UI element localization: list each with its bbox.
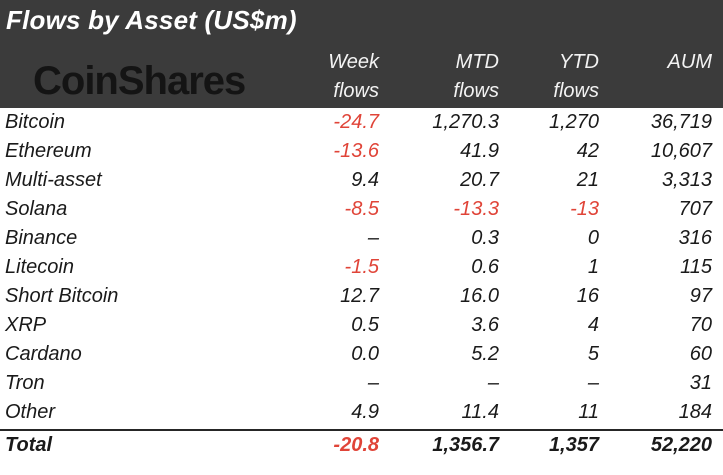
mtd-flows-value: 3.6: [471, 314, 499, 336]
ytd-flows-value: 1,357: [548, 434, 599, 456]
week-flows-value: 12.7: [340, 285, 379, 307]
asset-name: Other: [5, 401, 56, 423]
week-flows-value: –: [367, 227, 379, 249]
mtd-flows-value: -13.3: [453, 198, 499, 220]
mtd-flows-value: 20.7: [460, 169, 499, 191]
asset-name: Solana: [5, 198, 68, 220]
table-row: Bitcoin -24.7 1,270.3 1,270 36,719: [0, 108, 723, 137]
asset-name: Binance: [5, 227, 78, 249]
table-row: Other 4.9 11.4 11 184: [0, 398, 723, 427]
table-row: Short Bitcoin 12.7 16.0 16 97: [0, 282, 723, 311]
mtd-flows-value: 16.0: [460, 285, 499, 307]
table-row: Ethereum -13.6 41.9 42 10,607: [0, 137, 723, 166]
table-header: Flows by Asset (US$m) CoinShares Week fl…: [0, 0, 723, 108]
aum-value: 707: [678, 198, 712, 220]
table-body: Bitcoin -24.7 1,270.3 1,270 36,719 Ethereum -1…: [0, 108, 723, 462]
coinshares-logo: CoinShares: [33, 59, 246, 103]
ytd-flows-value: 5: [587, 343, 599, 365]
asset-name: Short Bitcoin: [5, 285, 119, 307]
mtd-flows-value: 1,356.7: [432, 434, 499, 456]
ytd-flows-value: 4: [587, 314, 599, 336]
aum-value: 31: [689, 372, 712, 394]
mtd-flows-value: 0.3: [471, 227, 499, 249]
aum-value: 316: [678, 227, 712, 249]
ytd-flows-value: 1,270: [548, 111, 599, 133]
asset-name: Multi-asset: [5, 169, 102, 191]
ytd-flows-value: 0: [587, 227, 599, 249]
mtd-flows-value: 41.9: [460, 140, 499, 162]
mtd-flows-value: –: [487, 372, 499, 394]
column-header-aum: AUM: [667, 51, 712, 73]
aum-value: 70: [689, 314, 712, 336]
table-row: Multi-asset 9.4 20.7 21 3,313: [0, 166, 723, 195]
ytd-flows-value: 21: [576, 169, 599, 191]
table-row: Litecoin -1.5 0.6 1 115: [0, 253, 723, 282]
asset-name: Litecoin: [5, 256, 74, 278]
mtd-flows-value: 1,270.3: [432, 111, 499, 133]
aum-value: 97: [689, 285, 712, 307]
aum-value: 184: [678, 401, 712, 423]
week-flows-value: -24.7: [333, 111, 379, 133]
aum-value: 10,607: [650, 140, 712, 162]
week-flows-value: -20.8: [333, 434, 379, 456]
mtd-flows-value: 0.6: [471, 256, 499, 278]
column-header-mtd-flows: MTD flows: [453, 51, 499, 102]
week-flows-value: 0.0: [351, 343, 379, 365]
asset-name: Cardano: [5, 343, 82, 365]
aum-value: 52,220: [650, 434, 712, 456]
asset-name: Total: [5, 434, 53, 456]
ytd-flows-value: -13: [570, 198, 599, 220]
week-flows-value: -1.5: [344, 256, 379, 278]
aum-value: 115: [680, 256, 712, 278]
ytd-flows-value: –: [587, 372, 599, 394]
week-flows-value: 0.5: [351, 314, 379, 336]
week-flows-value: 4.9: [351, 401, 379, 423]
table-row: Cardano 0.0 5.2 5 60: [0, 340, 723, 369]
week-flows-value: 9.4: [351, 169, 379, 191]
table-title: Flows by Asset (US$m): [6, 5, 297, 35]
week-flows-value: –: [367, 372, 379, 394]
total-row: Total -20.8 1,356.7 1,357 52,220: [0, 429, 723, 462]
aum-value: 3,313: [661, 169, 712, 191]
table-row: Binance – 0.3 0 316: [0, 224, 723, 253]
asset-name: Tron: [5, 372, 45, 394]
table-row: XRP 0.5 3.6 4 70: [0, 311, 723, 340]
column-header-week-flows: Week flows: [328, 51, 379, 102]
aum-value: 60: [689, 343, 712, 365]
ytd-flows-value: 1: [587, 256, 599, 278]
column-headers: Week flows MTD flows YTD flows AUM: [0, 48, 723, 106]
mtd-flows-value: 11.4: [461, 401, 499, 423]
week-flows-value: -13.6: [333, 140, 379, 162]
ytd-flows-value: 11: [578, 401, 599, 423]
asset-name: Bitcoin: [5, 111, 66, 133]
ytd-flows-value: 42: [576, 140, 599, 162]
column-header-ytd-flows: YTD flows: [553, 51, 599, 102]
mtd-flows-value: 5.2: [471, 343, 499, 365]
asset-column-header: [5, 48, 211, 106]
asset-name: XRP: [5, 314, 47, 336]
asset-name: Ethereum: [5, 140, 92, 162]
week-flows-value: -8.5: [344, 198, 379, 220]
table-row: Tron – – – 31: [0, 369, 723, 398]
table-row: Solana -8.5 -13.3 -13 707: [0, 195, 723, 224]
aum-value: 36,719: [650, 111, 712, 133]
ytd-flows-value: 16: [576, 285, 599, 307]
